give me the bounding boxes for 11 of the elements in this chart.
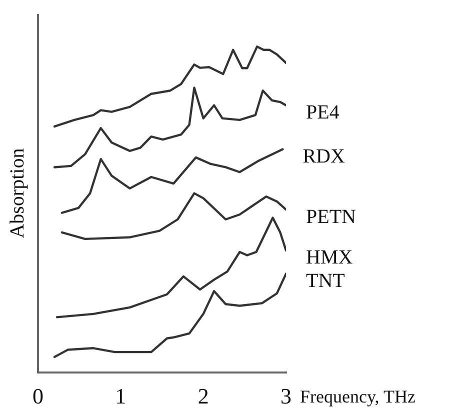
series-label: TNT xyxy=(306,270,345,292)
series-label: HMX xyxy=(306,246,354,269)
series-label: PE4 xyxy=(306,102,340,124)
x-tick-label: 0 xyxy=(32,384,44,409)
x-tick-label: 3 xyxy=(280,384,292,409)
x-tick-label: 1 xyxy=(115,384,126,409)
x-axis-title: Frequency, THz xyxy=(300,386,416,406)
x-tick-label: 2 xyxy=(198,384,209,409)
series-label: PETN xyxy=(306,206,356,228)
y-axis-title: Absorption xyxy=(6,148,28,238)
series-label: RDX xyxy=(302,146,346,168)
